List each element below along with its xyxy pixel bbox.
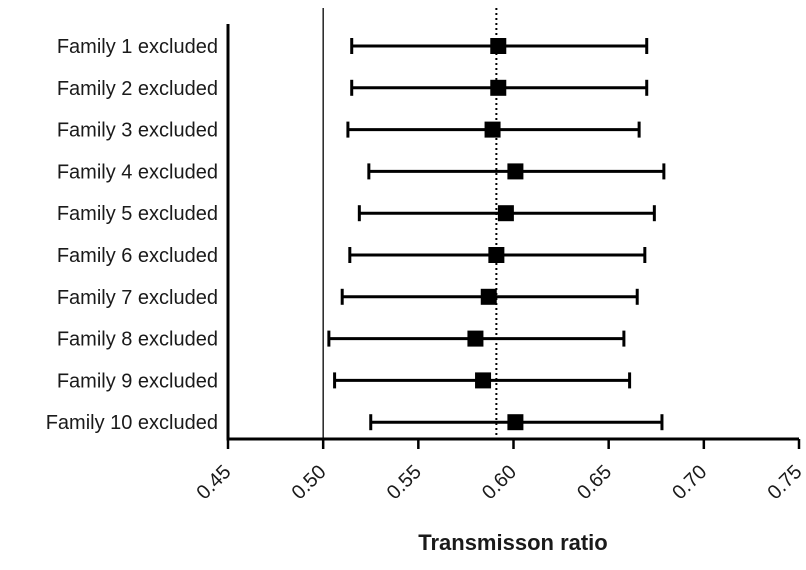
- category-label: Family 1 excluded: [57, 36, 218, 58]
- x-tick-label: 0.50: [288, 461, 331, 504]
- category-label: Family 4 excluded: [57, 161, 218, 183]
- point-estimate-marker: [497, 205, 514, 222]
- point-estimate-marker: [490, 38, 507, 54]
- category-label: Family 5 excluded: [57, 203, 218, 225]
- point-estimate-marker: [507, 163, 524, 180]
- x-tick-label: 0.70: [668, 461, 711, 504]
- category-label: Family 10 excluded: [46, 412, 218, 434]
- category-label: Family 6 excluded: [57, 245, 218, 267]
- point-estimate-marker: [484, 121, 501, 138]
- point-estimate-marker: [488, 247, 505, 263]
- category-label: Family 9 excluded: [57, 370, 218, 392]
- point-estimate-marker: [475, 372, 492, 389]
- point-estimate-marker: [507, 414, 524, 431]
- x-tick-label: 0.65: [573, 461, 616, 504]
- x-tick-label: 0.55: [383, 461, 426, 504]
- x-tick-label: 0.75: [763, 461, 806, 504]
- category-labels: Family 1 excluded Family 2 excluded Family…: [46, 36, 218, 434]
- x-tick-label: 0.45: [192, 461, 235, 504]
- category-label: Family 3 excluded: [57, 120, 218, 142]
- point-estimate-marker: [467, 330, 484, 347]
- x-axis-ticks: 0.45 0.50 0.55 0.60 0.65 0.70 0.75: [192, 439, 806, 504]
- category-label: Family 7 excluded: [57, 287, 218, 309]
- estimate-rows: [327, 38, 666, 431]
- point-estimate-marker: [490, 79, 507, 96]
- x-axis-title: Transmisson ratio: [418, 530, 608, 555]
- point-estimate-marker: [480, 288, 497, 305]
- category-label: Family 8 excluded: [57, 329, 218, 351]
- category-label: Family 2 excluded: [57, 78, 218, 100]
- x-tick-label: 0.60: [478, 461, 521, 504]
- reference-lines: [322, 8, 498, 439]
